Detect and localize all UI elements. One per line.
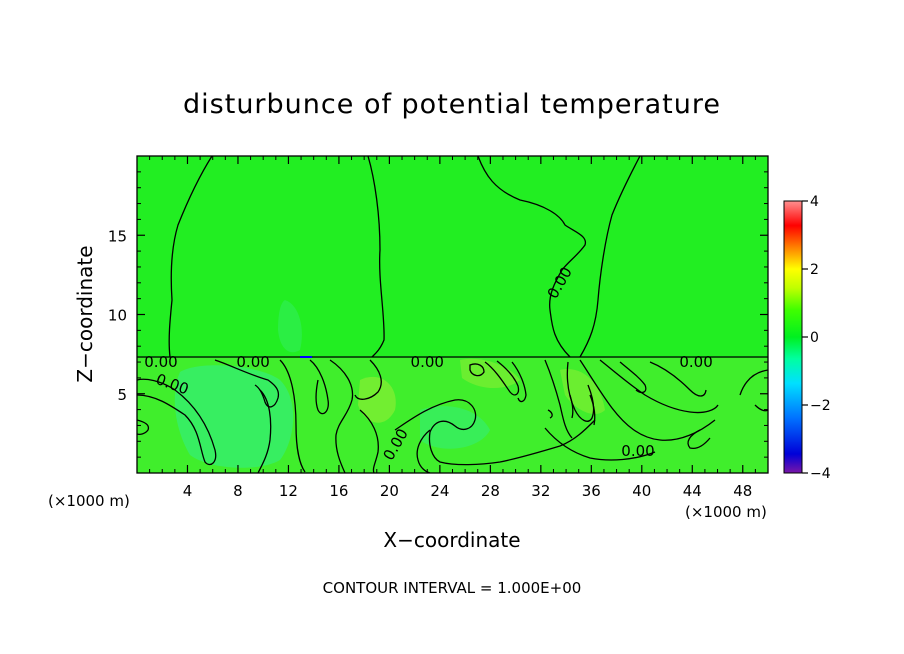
cool-patch	[278, 300, 302, 353]
colorbar-tick-label: 0	[810, 330, 819, 346]
cool-patch	[174, 365, 294, 468]
x-tick-label: 8	[233, 482, 243, 500]
x-tick-label: 16	[329, 482, 348, 500]
contour-lines	[137, 156, 768, 473]
contour-label: 0.00	[236, 353, 269, 371]
cool-patch	[420, 406, 490, 449]
warm-patch	[358, 376, 396, 423]
colorbar	[783, 200, 803, 474]
x-tick-label: 48	[733, 482, 752, 500]
x-tick-label: 24	[430, 482, 449, 500]
x-tick-label: 40	[632, 482, 651, 500]
contour-label: 0.00	[144, 353, 177, 371]
colorbar-tick-label: 4	[810, 194, 819, 210]
x-tick-label: 28	[481, 482, 500, 500]
x-unit-label-left: (×1000 m)	[48, 492, 130, 510]
y-tick-label: 15	[108, 227, 127, 245]
contour-label: 0.00	[679, 353, 712, 371]
x-tick-label: 12	[279, 482, 298, 500]
x-axis-label: X−coordinate	[383, 528, 520, 552]
x-unit-label-right: (×1000 m)	[685, 503, 767, 521]
plot-area	[137, 156, 768, 473]
contour-interval-note: CONTOUR INTERVAL = 1.000E+00	[323, 579, 582, 597]
chart-title: disturbunce of potential temperature	[183, 89, 721, 120]
colorbar-tick-label: −4	[810, 466, 831, 482]
contour-label: 0.00	[411, 353, 444, 371]
y-axis: 5 10 15	[108, 171, 768, 458]
x-tick-label: 20	[380, 482, 399, 500]
colorbar-tick-label: 2	[810, 262, 819, 278]
x-axis: 4 8 12 16 20 24 28 32 36 40 44 48	[149, 156, 756, 500]
colorbar-tick-label: −2	[810, 398, 831, 414]
y-tick-label: 5	[117, 386, 127, 404]
x-tick-label: 36	[582, 482, 601, 500]
x-tick-label: 44	[683, 482, 702, 500]
warm-patch	[460, 358, 520, 389]
x-tick-label: 4	[183, 482, 193, 500]
y-tick-label: 10	[108, 307, 127, 325]
x-tick-label: 32	[531, 482, 550, 500]
contour-label: 0.00	[621, 442, 654, 460]
colorbar-ticks: 4 2 0 −2 −4	[802, 194, 831, 482]
y-axis-label: Z−coordinate	[73, 245, 97, 382]
